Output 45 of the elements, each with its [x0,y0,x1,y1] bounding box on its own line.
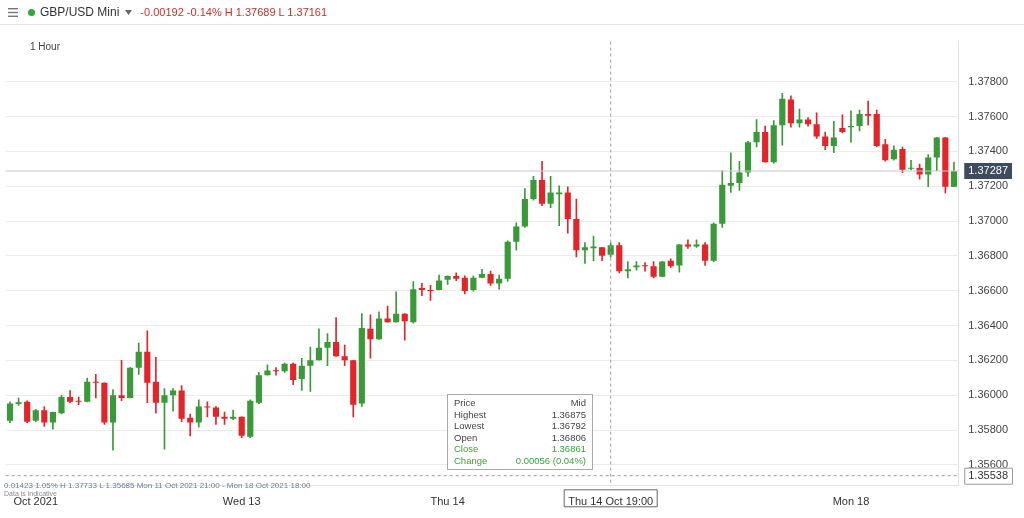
ref-line-label: 1.35538 [968,468,1008,481]
text: Price Mid [454,397,586,408]
text: Lowest 1.36792 [454,420,586,432]
candlestick [401,313,408,341]
ref-line-label: 1.37287 [968,164,1008,177]
candlestick [393,291,400,323]
candlestick [230,409,237,421]
candlestick [92,373,99,399]
text: Highest 1.36875 [454,408,586,420]
text: Open 1.36806 [454,431,586,443]
y-tick-label: 1.37600 [968,109,1008,122]
candlestick [865,100,872,126]
candlestick [907,159,915,171]
annotation: 1 Hour [30,41,61,52]
x-tick-label: Mon 18 [832,495,870,508]
candlestick [641,262,649,272]
y-tick-label: 1.37200 [968,179,1008,192]
candlestick [341,344,348,367]
chart-subtitle: -0.00192 -0.14% H 1.37689 L 1.37161 [140,6,328,18]
candlestick [727,152,734,193]
x-tick-label: Oct 2021 [13,495,59,508]
x-tick-label: Thu 14 Oct 19:00 [568,495,654,508]
y-tick-label: 1.37000 [968,214,1008,227]
candlestick [847,110,855,143]
y-tick-label: 1.36200 [968,353,1008,366]
y-tick-label: 1.36400 [968,318,1008,331]
candlestick [624,261,631,279]
y-tick-label: 1.36000 [968,388,1008,401]
y-tick-label: 1.35800 [968,423,1008,436]
y-tick-label: 1.37800 [968,74,1008,87]
y-tick-label: 1.36600 [968,283,1008,296]
x-tick-label: Wed 13 [222,495,261,508]
x-tick-label: Thu 14 [430,495,465,508]
candlestick [187,413,194,437]
candlestick [272,367,280,376]
y-tick-label: 1.35600 [968,457,1008,470]
text: Change 0.00056 (0.04%) [454,454,586,466]
y-tick-label: 1.36800 [968,248,1008,261]
text: Close 1.36861 [454,443,586,455]
candlestick [581,242,589,264]
candlestick [556,185,563,226]
candlestick [418,283,425,297]
y-tick-label: 1.37400 [968,144,1008,157]
annotation: 0.01423 1.05% H 1.37733 L 1.35685 Mon 11 Oct 2021 21:00 - Mon 18 Oct 2021 18:00 [4,481,311,490]
chart-title: GBP/USD Mini [40,5,120,19]
